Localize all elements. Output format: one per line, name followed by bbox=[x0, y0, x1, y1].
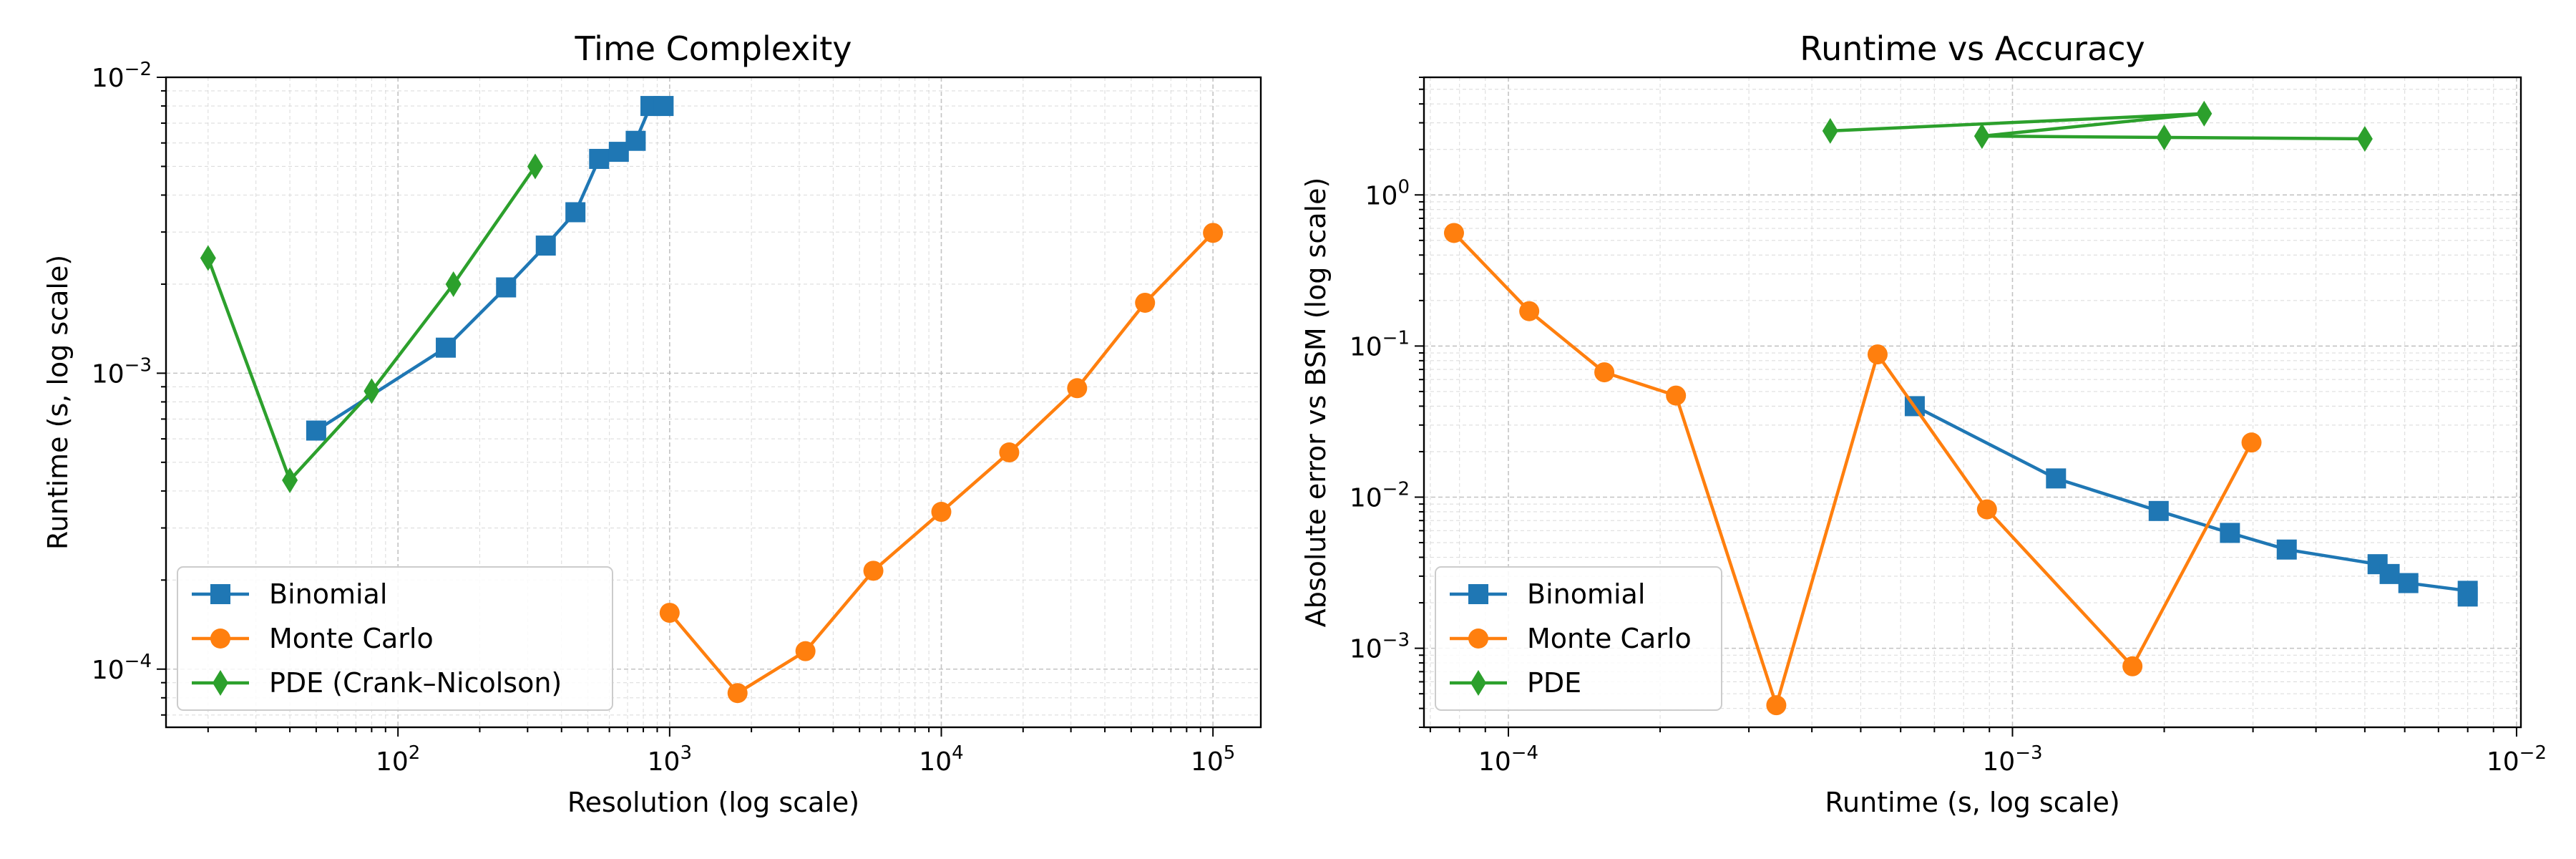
data-point bbox=[2379, 563, 2400, 584]
legend-label: Monte Carlo bbox=[269, 623, 434, 654]
data-point bbox=[200, 245, 216, 271]
data-point bbox=[625, 130, 646, 151]
data-point bbox=[565, 202, 586, 223]
legend: Binomial Monte Carlo PDE bbox=[1435, 566, 1722, 711]
data-point bbox=[1519, 301, 1540, 321]
data-point bbox=[1766, 695, 1787, 716]
data-point bbox=[1974, 123, 1990, 150]
series-line bbox=[315, 104, 664, 432]
legend-label: Binomial bbox=[1527, 578, 1645, 610]
data-point bbox=[2196, 100, 2212, 127]
data-point bbox=[659, 603, 680, 623]
y-tick-label: 10−2 bbox=[92, 59, 152, 93]
data-point bbox=[2220, 523, 2240, 543]
data-point bbox=[1203, 223, 1224, 243]
plot-area bbox=[200, 96, 1224, 704]
data-point bbox=[527, 153, 543, 180]
legend-entry-binomial: Binomial bbox=[1450, 578, 1645, 610]
x-tick-label: 102 bbox=[376, 742, 420, 777]
y-tick-label: 100 bbox=[1365, 176, 1410, 210]
data-point bbox=[1067, 378, 1088, 399]
axes-frame bbox=[165, 76, 1262, 729]
series-pde bbox=[200, 153, 543, 493]
data-point bbox=[1666, 385, 1687, 406]
legend-entry-pde: PDE bbox=[1450, 667, 1581, 699]
legend-label: PDE (Crank–Nicolson) bbox=[269, 667, 562, 699]
data-point bbox=[535, 236, 556, 256]
data-point bbox=[2122, 656, 2143, 676]
chart-panel-1: 102 103 104 105 10−4 10−3 10−2 Time Complexity R… bbox=[42, 29, 1262, 818]
data-point bbox=[2241, 432, 2262, 453]
legend-label: Monte Carlo bbox=[1527, 623, 1692, 654]
legend-label: PDE bbox=[1527, 667, 1581, 699]
data-point bbox=[306, 420, 326, 441]
legend-entry-monte-carlo: Monte Carlo bbox=[1450, 623, 1692, 654]
data-point bbox=[931, 502, 952, 523]
data-point bbox=[436, 337, 457, 358]
data-point bbox=[653, 96, 674, 117]
y-tick-label: 10−3 bbox=[92, 354, 152, 389]
legend-entry-binomial: Binomial bbox=[192, 578, 387, 610]
data-point bbox=[2356, 125, 2373, 152]
data-point bbox=[1976, 499, 1997, 520]
y-tick-label: 10−3 bbox=[1350, 630, 1410, 664]
legend-box bbox=[177, 566, 613, 711]
data-point bbox=[2156, 125, 2172, 151]
data-point bbox=[1867, 344, 1888, 365]
chart-panel-2: 10−4 10−3 10−2 10−3 10−2 10−1 100 Runtime vs Ac… bbox=[1300, 29, 2547, 818]
data-point bbox=[2398, 573, 2419, 593]
data-point bbox=[1822, 117, 1838, 144]
x-axis-label: Runtime (s, log scale) bbox=[1825, 787, 2119, 818]
data-point bbox=[2276, 539, 2297, 560]
series-binomial bbox=[306, 96, 674, 441]
legend: Binomial Monte Carlo PDE (Crank–Nicolson) bbox=[177, 566, 613, 711]
y-axis-label: Runtime (s, log scale) bbox=[42, 255, 74, 550]
data-point bbox=[445, 271, 462, 297]
x-tick-label: 10−2 bbox=[2487, 742, 2547, 777]
data-point bbox=[608, 142, 629, 162]
series-pde bbox=[1822, 100, 2373, 152]
chart-title: Time Complexity bbox=[574, 29, 852, 68]
chart-title: Runtime vs Accuracy bbox=[1800, 29, 2145, 68]
data-point bbox=[795, 641, 816, 661]
legend-entry-monte-carlo: Monte Carlo bbox=[192, 623, 434, 654]
data-point bbox=[999, 442, 1020, 462]
legend-label: Binomial bbox=[269, 578, 387, 610]
axes-frame bbox=[1423, 76, 2522, 729]
x-axis-label: Resolution (log scale) bbox=[567, 787, 859, 818]
data-point bbox=[727, 683, 748, 704]
x-tick-label: 105 bbox=[1191, 742, 1235, 777]
x-tick-label: 10−3 bbox=[1982, 742, 2042, 777]
y-axis-label: Absolute error vs BSM (log scale) bbox=[1300, 178, 1332, 628]
data-point bbox=[364, 378, 380, 404]
data-point bbox=[1594, 362, 1615, 383]
data-point bbox=[863, 560, 884, 581]
series-line bbox=[1830, 112, 2365, 141]
x-tick-label: 104 bbox=[919, 742, 963, 777]
y-tick-label: 10−1 bbox=[1350, 327, 1410, 361]
data-point bbox=[2148, 500, 2169, 521]
data-point bbox=[496, 277, 517, 298]
y-tick-label: 10−4 bbox=[92, 651, 152, 685]
series-monte-carlo bbox=[659, 223, 1224, 704]
series-monte-carlo bbox=[1443, 223, 2262, 716]
x-tick-label: 103 bbox=[648, 742, 692, 777]
plot-area bbox=[1443, 100, 2478, 716]
x-tick-label: 10−4 bbox=[1478, 742, 1538, 777]
legend-entry-pde: PDE (Crank–Nicolson) bbox=[192, 667, 562, 699]
data-point bbox=[2046, 468, 2067, 489]
legend-box bbox=[1435, 566, 1722, 711]
y-tick-label: 10−2 bbox=[1350, 479, 1410, 513]
data-point bbox=[1443, 223, 1464, 243]
data-point bbox=[2457, 586, 2478, 607]
series-line bbox=[1913, 404, 2469, 597]
data-point bbox=[1135, 292, 1156, 313]
data-point bbox=[589, 148, 610, 169]
data-point bbox=[282, 467, 298, 493]
